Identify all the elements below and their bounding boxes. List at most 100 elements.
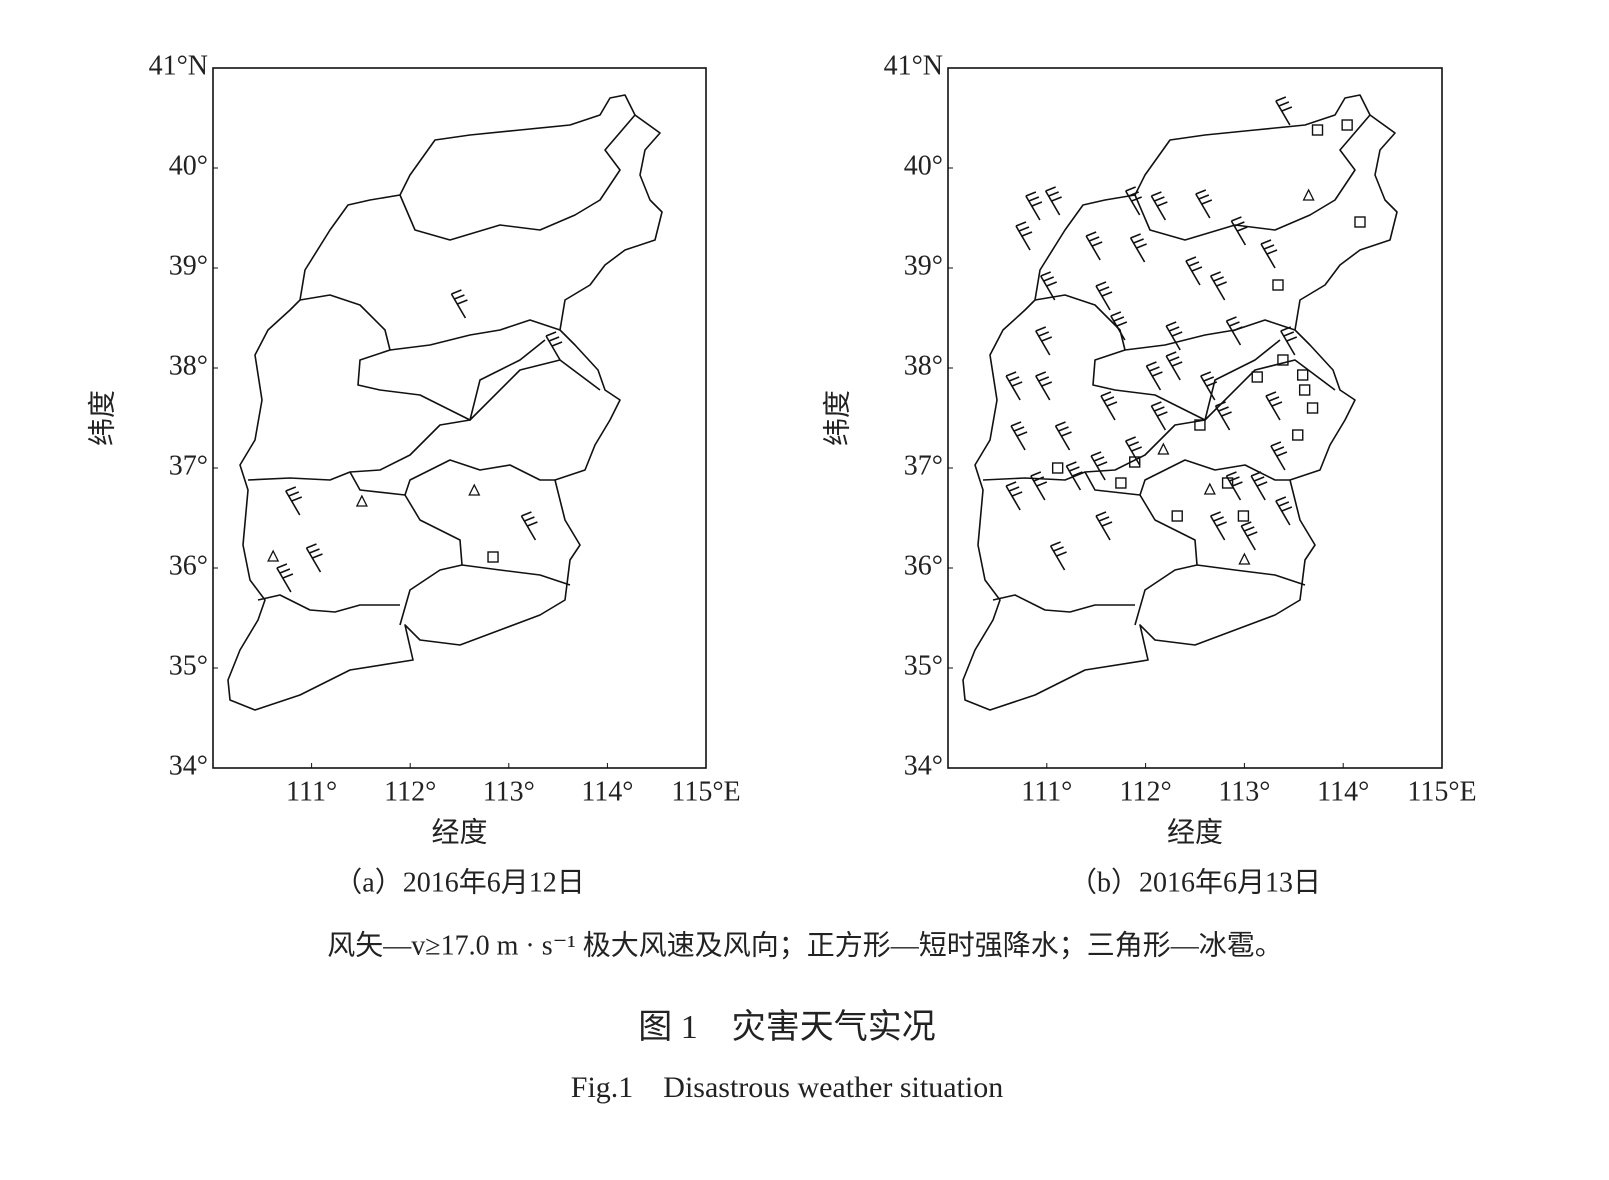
x-axis-title: 经度 bbox=[431, 816, 487, 848]
wind-barb bbox=[1150, 191, 1168, 221]
x-tick-label: 114° bbox=[1317, 776, 1369, 807]
wind-barb bbox=[1209, 511, 1227, 541]
rainfall-square bbox=[1251, 371, 1263, 383]
wind-barb bbox=[1030, 471, 1048, 501]
y-tick-label: 40° bbox=[904, 150, 943, 181]
figure-title: 图 1 灾害天气实况 bbox=[638, 1008, 936, 1046]
figure-title-en: Fig.1 Disastrous weather situation bbox=[571, 1071, 1003, 1104]
wind-barb bbox=[1275, 496, 1293, 526]
rainfall-square bbox=[1306, 402, 1319, 414]
wind-barb bbox=[1230, 216, 1248, 246]
x-tick-label: 112° bbox=[384, 776, 436, 807]
panel-caption: （a）2016年6月12日 bbox=[334, 866, 584, 898]
wind-barb bbox=[1015, 221, 1033, 251]
y-tick-label: 36° bbox=[169, 550, 208, 581]
y-tick-label: 35° bbox=[904, 650, 943, 681]
hail-triangle bbox=[355, 494, 368, 507]
plot-frame bbox=[947, 67, 1443, 769]
y-tick-label: 35° bbox=[169, 650, 208, 681]
y-tick-label: 39° bbox=[169, 250, 208, 281]
y-tick-label: 39° bbox=[904, 250, 943, 281]
plot-frame bbox=[212, 67, 707, 769]
y-tick-label: 38° bbox=[169, 350, 208, 381]
rainfall-square bbox=[1221, 477, 1234, 489]
wind-barb bbox=[1090, 451, 1108, 481]
legend-note: 风矢—v≥17.0 m · s⁻¹ 极大风速及风向；正方形—短时强降水；三角形—… bbox=[327, 929, 1283, 961]
x-tick-label: 113° bbox=[483, 776, 535, 807]
x-tick-label: 113° bbox=[1218, 776, 1270, 807]
y-tick-label: 36° bbox=[904, 550, 943, 581]
wind-barb bbox=[1124, 436, 1142, 466]
wind-barb bbox=[1044, 186, 1062, 216]
wind-barb bbox=[1010, 421, 1028, 451]
rainfall-square bbox=[1341, 119, 1353, 131]
x-axis-title: 经度 bbox=[1167, 816, 1223, 848]
province-map bbox=[962, 94, 1398, 711]
rainfall-square bbox=[1277, 354, 1289, 366]
wind-barb bbox=[1145, 361, 1163, 391]
wind-barb bbox=[1185, 256, 1203, 286]
wind-barb bbox=[1025, 191, 1043, 221]
rainfall-square bbox=[1051, 462, 1064, 474]
wind-barb bbox=[1240, 521, 1258, 551]
hail-triangle bbox=[1302, 188, 1315, 201]
y-tick-label: 41°N bbox=[149, 50, 208, 81]
wind-barb bbox=[1150, 401, 1168, 431]
wind-barb bbox=[1049, 541, 1067, 571]
y-tick-label: 38° bbox=[904, 350, 943, 381]
hail-triangle bbox=[1238, 552, 1251, 565]
y-tick-label: 40° bbox=[169, 150, 208, 181]
rainfall-square bbox=[1298, 384, 1311, 396]
wind-barb bbox=[1035, 371, 1053, 401]
rainfall-square bbox=[1115, 477, 1127, 489]
rainfall-square bbox=[1171, 510, 1183, 522]
wind-barb bbox=[1035, 326, 1053, 356]
wind-barb bbox=[1265, 391, 1283, 421]
wind-barb bbox=[1005, 481, 1023, 511]
x-tick-label: 115°E bbox=[671, 776, 740, 807]
x-tick-label: 114° bbox=[581, 776, 633, 807]
wind-barb bbox=[1209, 271, 1227, 301]
wind-barb bbox=[1110, 311, 1128, 341]
wind-barb bbox=[305, 543, 323, 573]
wind-barb bbox=[1270, 441, 1288, 471]
y-tick-label: 34° bbox=[904, 750, 943, 781]
wind-barb bbox=[1129, 233, 1147, 263]
hail-triangle bbox=[1157, 442, 1170, 455]
wind-barb bbox=[1095, 511, 1113, 541]
wind-barb bbox=[1225, 471, 1243, 501]
y-tick-label: 34° bbox=[169, 750, 208, 781]
rainfall-square bbox=[487, 551, 499, 563]
rainfall-square bbox=[1311, 124, 1324, 136]
y-axis-title: 纬度 bbox=[821, 390, 853, 446]
wind-barb bbox=[1280, 326, 1298, 356]
wind-barb bbox=[276, 563, 294, 593]
wind-barb bbox=[1124, 186, 1142, 216]
x-tick-label: 111° bbox=[1021, 776, 1072, 807]
wind-barb bbox=[1095, 281, 1113, 311]
wind-barb bbox=[1165, 351, 1183, 381]
wind-barb bbox=[1165, 321, 1183, 351]
y-tick-label: 37° bbox=[169, 450, 208, 481]
wind-barb bbox=[1065, 461, 1083, 491]
wind-barb bbox=[1200, 371, 1218, 401]
wind-barb bbox=[1085, 231, 1103, 261]
rainfall-square bbox=[1194, 419, 1206, 431]
province-map bbox=[227, 94, 663, 711]
x-tick-label: 115°E bbox=[1407, 776, 1476, 807]
wind-barb bbox=[1040, 271, 1057, 301]
wind-barb bbox=[1054, 421, 1072, 451]
hail-triangle bbox=[1203, 482, 1216, 495]
wind-barb bbox=[1214, 401, 1232, 431]
panel-caption: （b）2016年6月13日 bbox=[1069, 866, 1321, 898]
wind-barb bbox=[545, 331, 563, 361]
wind-barb bbox=[450, 289, 468, 319]
rainfall-square bbox=[1296, 369, 1309, 381]
rainfall-square bbox=[1292, 429, 1304, 441]
wind-barb bbox=[1260, 239, 1278, 269]
wind-barb bbox=[1005, 371, 1023, 401]
y-tick-label: 37° bbox=[904, 450, 943, 481]
y-tick-label: 41°N bbox=[884, 50, 943, 81]
wind-barb bbox=[1275, 96, 1293, 126]
